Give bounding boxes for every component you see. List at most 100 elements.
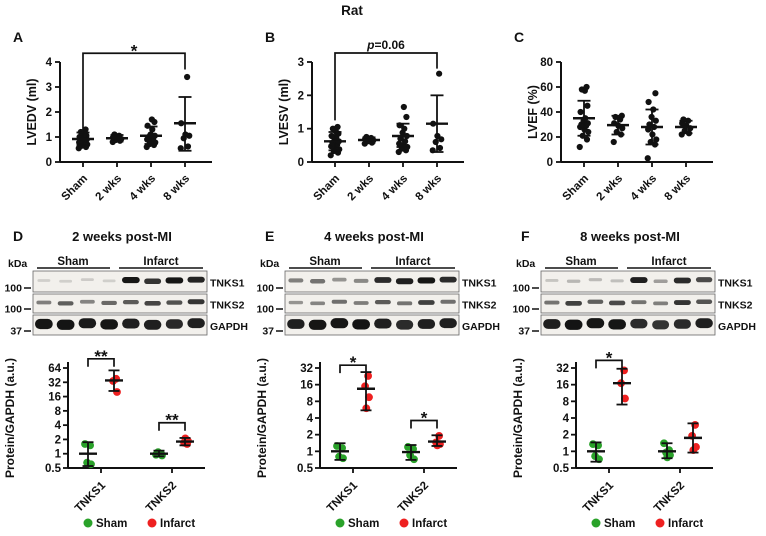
x-tick-label: 8 wks [161, 173, 192, 204]
blot-band [122, 276, 140, 284]
y-tick-label: 16 [300, 380, 313, 392]
panel-title: 2 weeks post-MI [72, 229, 172, 244]
data-point [583, 136, 591, 143]
blot-group-label-sham: Sham [309, 256, 340, 268]
data-point [584, 102, 591, 109]
y-tick-label: 60 [540, 82, 553, 94]
data-point [583, 83, 590, 91]
x-tick-label: 4 wks [127, 173, 158, 204]
blot-box [284, 314, 460, 336]
sig-label: * [606, 348, 613, 367]
blot-band [565, 300, 582, 306]
blot-band [608, 319, 626, 330]
y-axis-title: Protein/GAPDH (a.u.) [3, 358, 17, 478]
legend-label-sham: Sham [348, 518, 379, 530]
legend-dot-infarct [399, 518, 409, 528]
y-axis-title: LVESV (ml) [277, 79, 291, 145]
legend-label-sham: Sham [96, 518, 127, 530]
blot-band [165, 277, 184, 284]
x-tick-label: 2 wks [345, 173, 376, 204]
blot-band [352, 319, 371, 330]
blot-band [374, 277, 392, 283]
blot-band [396, 320, 414, 330]
y-tick-label: 8 [307, 396, 314, 408]
figure-title: Rat [341, 3, 363, 18]
y-tick-label: 0 [46, 157, 52, 169]
blot-band [353, 278, 369, 283]
x-tick-label: 2 wks [594, 173, 625, 204]
sig-bracket [410, 419, 438, 429]
y-tick-label: 2 [46, 107, 52, 119]
blot-group-label-infarct: Infarct [395, 256, 430, 268]
data-point-infarct [365, 393, 373, 402]
blot-band [165, 319, 183, 329]
blot-band [309, 279, 326, 284]
y-tick-label: 8 [55, 406, 62, 418]
x-tick-label: TNKS1 [581, 479, 617, 515]
data-point [396, 140, 403, 147]
blot-band [288, 278, 304, 283]
data-point [177, 145, 184, 152]
data-point [148, 116, 155, 123]
legend-label-infarct: Infarct [668, 518, 703, 530]
data-point [610, 138, 617, 146]
legend-dot-infarct [147, 518, 157, 528]
blot-box [540, 314, 716, 336]
blot-band [653, 301, 669, 306]
blot-box [284, 293, 460, 314]
blot-band [608, 300, 626, 306]
blot-band [122, 299, 139, 305]
blot-band [187, 299, 205, 305]
y-axis-title: Protein/GAPDH (a.u.) [511, 358, 525, 478]
y-tick-label: 0.5 [553, 463, 570, 475]
blot-band [630, 318, 648, 329]
blot-band [35, 318, 53, 330]
y-tick-label: 16 [48, 392, 61, 404]
panel-letter: A [13, 29, 23, 45]
data-point [184, 143, 192, 150]
blot-band [143, 319, 162, 330]
kda-marker: 100 [256, 304, 274, 316]
y-tick-label: 0 [547, 157, 553, 169]
x-tick-label: 2 wks [93, 173, 124, 204]
blot-band [543, 319, 561, 329]
legend-dot-sham [591, 518, 601, 528]
blot-band [187, 276, 205, 283]
kda-marker: 37 [262, 326, 274, 338]
blot-band [586, 318, 605, 329]
blot-band [588, 278, 603, 282]
panel-B: B LVESV (ml) 0 1 2 3 Sham 2 wks 4 wks 8 wks p=0.06 [265, 29, 464, 203]
legend-dot-sham [83, 518, 93, 528]
blot-band [59, 279, 73, 283]
blot-band [288, 300, 304, 305]
legend-label-sham: Sham [604, 518, 635, 530]
blot-box [284, 270, 460, 293]
blot-band [652, 320, 670, 330]
y-tick-label: 0.5 [45, 463, 62, 475]
blot-band [166, 300, 183, 305]
x-tick-label: TNKS1 [325, 479, 361, 515]
blot-band [56, 319, 75, 330]
y-tick-label: 1 [563, 446, 570, 458]
blot-box [540, 270, 716, 293]
blot-band [439, 318, 457, 329]
blot-band [544, 300, 560, 305]
blot-band [566, 279, 581, 283]
blot-band [353, 301, 369, 305]
blot-band [36, 300, 52, 305]
y-tick-label: 2 [563, 430, 569, 442]
blot-band [630, 277, 648, 284]
panel-letter: D [13, 228, 23, 244]
y-axis-title: LVEDV (ml) [25, 78, 39, 145]
sig-label: * [421, 409, 428, 428]
kda-marker: 100 [512, 304, 530, 316]
blot-band [396, 301, 413, 306]
blot-band [417, 319, 436, 329]
data-point-infarct [113, 388, 121, 396]
western-blot: kDa Sham Infarct 100 TNKS1 100 TNKS2 37 GAPDH [4, 256, 247, 338]
x-tick-label: 8 wks [662, 173, 693, 204]
panel-letter: C [514, 29, 524, 45]
data-point [400, 103, 407, 111]
